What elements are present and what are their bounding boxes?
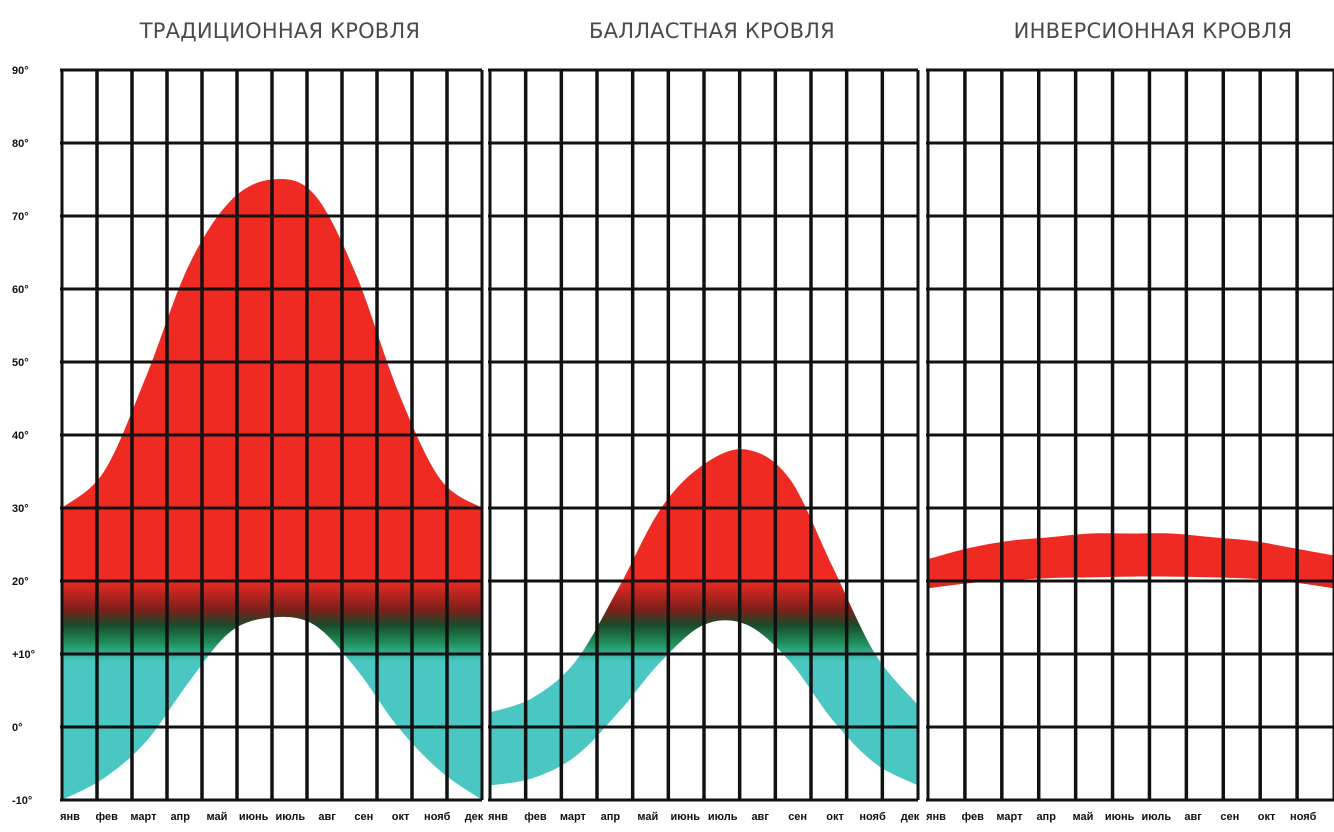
- x-tick-label: дек: [465, 811, 484, 823]
- x-tick-label: фев: [524, 811, 547, 823]
- y-tick-label: +10°: [12, 649, 35, 661]
- temperature-band: [928, 533, 1334, 589]
- x-tick-label: март: [560, 811, 587, 823]
- y-tick-label: 30°: [12, 503, 29, 515]
- x-tick-label: авг: [751, 811, 769, 823]
- y-tick-label: 0°: [12, 722, 23, 734]
- grid: [60, 68, 484, 802]
- x-tick-label: нояб: [1290, 811, 1317, 823]
- y-tick-label: 80°: [12, 138, 29, 150]
- x-tick-label: май: [206, 811, 227, 823]
- x-tick-label: нояб: [859, 811, 886, 823]
- panel-title: ТРАДИЦИОННАЯ КРОВЛЯ: [139, 19, 420, 43]
- y-tick-label: 60°: [12, 284, 29, 296]
- x-tick-label: июль: [708, 811, 738, 823]
- x-tick-label: фев: [962, 811, 985, 823]
- x-tick-label: дек: [901, 811, 920, 823]
- panel-title: БАЛЛАСТНАЯ КРОВЛЯ: [589, 19, 835, 43]
- x-tick-label: окт: [392, 811, 410, 823]
- x-tick-label: июнь: [239, 811, 269, 823]
- x-tick-label: сен: [788, 811, 807, 823]
- y-tick-label: -10°: [12, 795, 32, 807]
- x-tick-label: апр: [601, 811, 621, 823]
- x-tick-label: окт: [1258, 811, 1276, 823]
- x-tick-label: нояб: [424, 811, 451, 823]
- x-tick-label: июль: [1142, 811, 1172, 823]
- chart-panel-2: БАЛЛАСТНАЯ КРОВЛЯ янв фев март апр май июнь июл…: [488, 19, 920, 823]
- y-tick-label: 20°: [12, 576, 29, 588]
- y-tick-label: 70°: [12, 211, 29, 223]
- x-tick-label: авг: [1184, 811, 1202, 823]
- panel-title: ИНВЕРСИОННАЯ КРОВЛЯ: [1014, 19, 1293, 43]
- x-tick-label: апр: [170, 811, 190, 823]
- x-tick-label: сен: [354, 811, 373, 823]
- x-tick-label: фев: [96, 811, 119, 823]
- x-tick-label: окт: [826, 811, 844, 823]
- x-tick-label: июль: [276, 811, 306, 823]
- y-tick-label: 90°: [12, 65, 29, 77]
- x-tick-label: июнь: [670, 811, 700, 823]
- x-tick-label: янв: [926, 811, 946, 823]
- x-tick-label: май: [637, 811, 658, 823]
- x-tick-label: июнь: [1105, 811, 1135, 823]
- x-tick-label: сен: [1220, 811, 1239, 823]
- x-tick-label: март: [130, 811, 157, 823]
- chart-panel-1: ТРАДИЦИОННАЯ КРОВЛЯ -10° 0° +10° 20° 30° 40° 50…: [12, 19, 484, 823]
- grid: [488, 68, 920, 802]
- y-tick-label: 50°: [12, 357, 29, 369]
- x-tick-label: янв: [60, 811, 80, 823]
- y-tick-label: 40°: [12, 430, 29, 442]
- grid: [926, 68, 1334, 802]
- x-tick-label: янв: [488, 811, 508, 823]
- chart-panel-3: ИНВЕРСИОННАЯ КРОВЛЯ янв фев март апр май июнь и…: [926, 19, 1334, 823]
- x-tick-label: авг: [318, 811, 336, 823]
- x-tick-label: май: [1072, 811, 1093, 823]
- x-tick-label: март: [996, 811, 1023, 823]
- x-tick-label: апр: [1036, 811, 1056, 823]
